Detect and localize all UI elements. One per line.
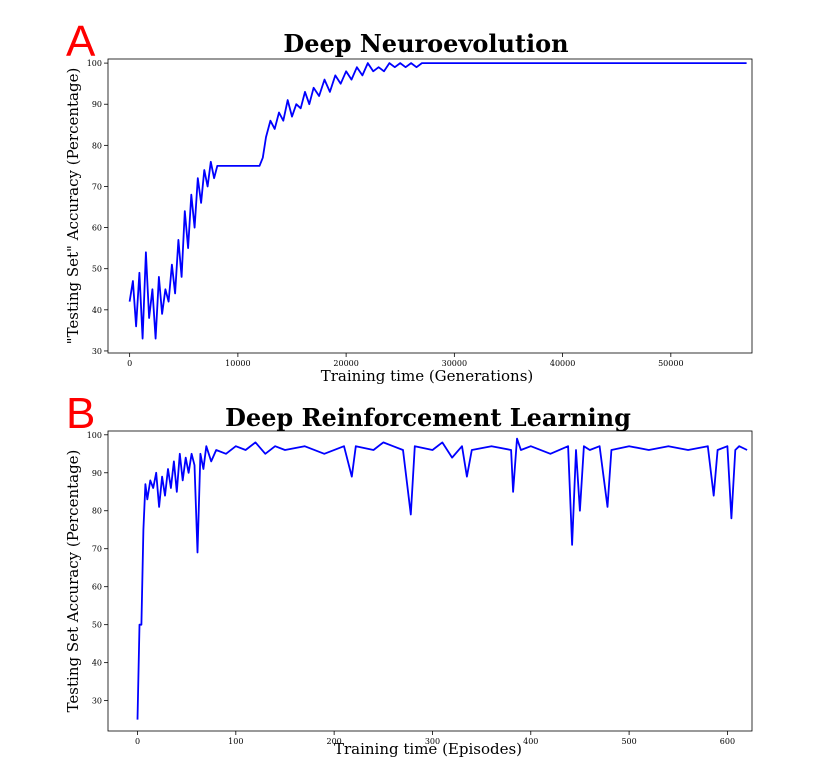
panel-b-x-tick-label: 0: [135, 737, 140, 746]
panel-b-x-tick-label: 500: [621, 737, 636, 746]
panel-a-x-axis-label: Training time (Generations): [321, 367, 534, 385]
panel-b-y-axis-label: Testing Set Accuracy (Percentage): [64, 450, 82, 713]
panel-b-x-tick-label: 300: [425, 737, 440, 746]
panel-a-y-tick-label: 70: [92, 182, 102, 191]
panel-b-x-tick-label: 200: [326, 737, 341, 746]
panel-b-y-tick-label: 80: [92, 507, 102, 516]
panel-a-x-tick-label: 0: [127, 359, 132, 368]
panel-b-x-tick-label: 400: [523, 737, 538, 746]
panel-b-accuracy-line: [136, 437, 748, 720]
panel-b-x-tick-label: 100: [228, 737, 243, 746]
panel-b-chart: B Deep Reinforcement Learning 0 100 200 300…: [64, 389, 753, 758]
panel-b-y-tick-label: 60: [92, 583, 102, 592]
panel-b-y-tick-label: 40: [92, 659, 102, 668]
panel-a-y-tick-label: 60: [92, 224, 102, 233]
panel-b-x-tick-label: 600: [720, 737, 735, 746]
panel-a-x-tick-label: 10000: [225, 359, 250, 368]
panel-a-chart: A Deep Neuroevolution 0 10000 20000 30000 40…: [64, 17, 753, 385]
panel-a-y-tick-label: 80: [92, 141, 102, 150]
panel-a-y-tick-label: 90: [92, 100, 102, 109]
panel-b-x-ticks: 0 100 200 300 400 500 600: [135, 731, 735, 746]
panel-a-title: Deep Neuroevolution: [283, 29, 568, 58]
panel-a-x-tick-label: 30000: [442, 359, 467, 368]
panel-a-x-tick-label: 50000: [658, 359, 683, 368]
panel-b-y-tick-label: 50: [92, 621, 102, 630]
panel-b-y-ticks: 30 40 50 60 70 80 90 100: [87, 431, 108, 706]
panel-b-y-tick-label: 100: [87, 431, 102, 440]
panel-a-plot-frame: [107, 58, 753, 354]
panel-a-y-tick-label: 100: [87, 59, 102, 68]
panel-a-y-ticks: 30 40 50 60 70 80 90 100: [87, 59, 108, 356]
panel-b-y-tick-label: 70: [92, 545, 102, 554]
panel-a-x-tick-label: 40000: [550, 359, 575, 368]
panel-b-plot-frame: [107, 430, 753, 732]
panel-b-letter: B: [66, 389, 95, 438]
panel-a-y-axis-label: "Testing Set" Accuracy (Percentage): [64, 68, 82, 345]
panel-a-letter: A: [66, 17, 96, 66]
panel-a-x-ticks: 0 10000 20000 30000 40000 50000: [127, 353, 684, 368]
panel-a-y-tick-label: 30: [92, 347, 102, 356]
panel-a-y-tick-label: 40: [92, 306, 102, 315]
panel-b-x-axis-label: Training time (Episodes): [334, 740, 522, 758]
panel-a-x-tick-label: 20000: [333, 359, 358, 368]
panel-a-accuracy-line: [128, 62, 747, 340]
panel-b-y-tick-label: 90: [92, 469, 102, 478]
panel-b-y-tick-label: 30: [92, 697, 102, 706]
panel-a-y-tick-label: 50: [92, 265, 102, 274]
panel-b-title: Deep Reinforcement Learning: [225, 403, 631, 432]
